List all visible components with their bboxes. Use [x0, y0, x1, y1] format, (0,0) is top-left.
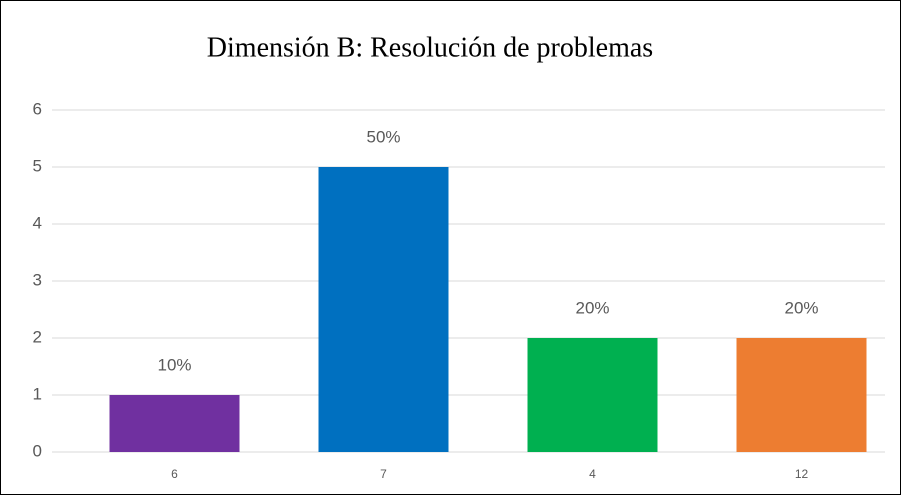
value-label: 10% — [157, 355, 191, 374]
x-tick-label: 6 — [171, 467, 178, 481]
y-tick-label: 2 — [33, 327, 42, 346]
y-tick-label: 5 — [33, 156, 42, 175]
value-label: 20% — [575, 298, 609, 317]
y-tick-label: 4 — [33, 213, 42, 232]
value-label: 20% — [784, 298, 818, 317]
x-tick-label: 4 — [589, 467, 596, 481]
value-label: 50% — [366, 127, 400, 146]
y-tick-label: 1 — [33, 384, 42, 403]
y-tick-label: 3 — [33, 270, 42, 289]
y-tick-label: 6 — [33, 99, 42, 118]
chart-title: Dimensión B: Resolución de problemas — [207, 32, 653, 63]
bar — [527, 338, 658, 452]
bar — [318, 167, 449, 452]
x-tick-label: 12 — [795, 467, 809, 481]
y-tick-label: 0 — [33, 441, 42, 460]
bar — [109, 395, 240, 452]
x-tick-label: 7 — [380, 467, 387, 481]
bar — [736, 338, 867, 452]
